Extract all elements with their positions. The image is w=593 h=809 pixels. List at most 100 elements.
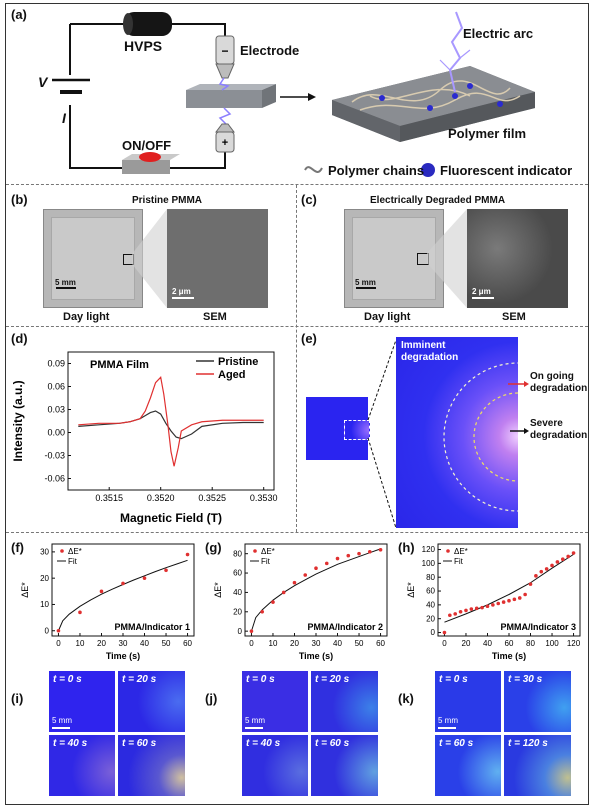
caption-daylight-b: Day light [63,311,110,323]
degraded-sem-image [467,209,568,308]
fit-line [444,553,574,623]
legend-indicator: Fluorescent indicator [440,163,573,178]
scale-bar [472,297,494,299]
plot-frame [67,351,275,491]
y-tick-label: 120 [422,545,436,554]
data-point [507,598,511,603]
scale-5mm-b: 5 mm [55,278,76,287]
panel-g-label: (g) [205,540,222,555]
legend-label: Pristine [218,356,258,368]
y-tick-label: 40 [233,588,242,597]
zoom-region [344,420,370,440]
data-point [260,609,265,614]
y-tick-label: 0.03 [47,405,65,415]
severe-label: Severe degradation [530,418,588,441]
current-label: I [62,110,66,126]
legend-marker [446,549,450,553]
y-tick-label: 0.09 [47,359,65,369]
data-point [164,568,168,573]
data-point [121,581,125,586]
zoom-lines-b [132,209,167,308]
legend-chains: Polymer chains [328,163,425,178]
data-point [485,604,490,609]
hvps-label: HVPS [124,38,163,54]
legend-points-label: ΔE* [68,547,82,556]
y-tick-label: 30 [40,548,49,557]
x-axis-label: Time (s) [492,651,526,661]
legend-points-label: ΔE* [454,547,468,556]
time-j-4: t = 60 s [315,738,350,749]
legend-fit-label: Fit [261,557,271,566]
data-point [480,605,484,610]
data-point [442,630,447,635]
y-tick-label: -0.03 [44,451,65,461]
data-point [335,556,340,561]
data-point [550,563,554,568]
frame-i-0s [49,671,115,732]
y-axis-label: Intensity (a.u.) [11,380,25,461]
data-point [539,569,544,574]
legend-marker [253,549,257,553]
data-point [249,629,254,633]
time-k-2: t = 30 s [508,674,543,685]
time-k-3: t = 60 s [439,738,474,749]
x-tick-label: 40 [483,639,492,648]
data-point [469,607,474,611]
data-point [56,628,61,633]
data-point [142,576,147,580]
data-point [346,553,351,558]
time-j-3: t = 40 s [246,738,281,749]
panel-c-title: Electrically Degraded PMMA [370,195,506,206]
x-tick-label: 0.3515 [95,493,123,503]
frame-j-20s [311,671,378,732]
x-tick-label: 40 [333,639,342,648]
x-tick-label: 0 [249,639,254,648]
panel-d-label: (d) [11,331,28,346]
y-tick-label: 40 [426,601,435,610]
y-tick-label: 20 [40,574,49,583]
data-point [517,596,522,600]
scale-bar [245,727,263,729]
y-tick-label: 60 [233,569,242,578]
scale-bar [438,727,456,729]
y-tick-label: 0 [431,628,436,637]
chart-annotation: PMMA/Indicator 1 [114,622,190,632]
x-tick-label: 20 [97,639,106,648]
panel-b-label: (b) [11,192,28,207]
panel-k-label: (k) [398,691,414,706]
data-point [528,582,533,586]
x-tick-label: 10 [269,639,278,648]
panel-j-label: (j) [205,691,218,706]
figure-frame [5,3,589,805]
time-i-3: t = 40 s [53,738,88,749]
x-tick-label: 60 [183,639,192,648]
x-tick-label: 50 [162,639,171,648]
data-point [324,561,329,566]
pristine-sem-image [167,209,268,308]
legend-fit-label: Fit [68,557,78,566]
frame-i-20s [118,671,185,732]
y-tick-label: -0.06 [44,474,65,484]
data-point [367,549,372,554]
data-point [78,610,82,615]
panel-a-schematic: − + [52,11,535,177]
zoom-lines-c [427,209,467,308]
data-point [501,600,506,604]
x-tick-label: 30 [312,639,321,648]
legend-label: Aged [218,369,246,381]
time-k-4: t = 120 s [508,738,548,749]
svg-text:−: − [221,44,228,58]
x-tick-label: 20 [290,639,299,648]
electrode-label: Electrode [240,43,300,58]
data-point [555,560,560,564]
divider-de [6,532,588,533]
x-tick-label: 20 [462,639,471,648]
ongoing-label: On going degradation [530,371,588,394]
fluorescence-zoom-image [396,337,518,528]
y-axis-label: ΔE* [213,582,223,598]
time-j-1: t = 0 s [246,674,275,685]
x-axis-label: Magnetic Field (T) [120,511,222,525]
frame-j-60s [311,735,378,796]
caption-sem-c: SEM [502,311,526,323]
data-point [560,557,565,562]
